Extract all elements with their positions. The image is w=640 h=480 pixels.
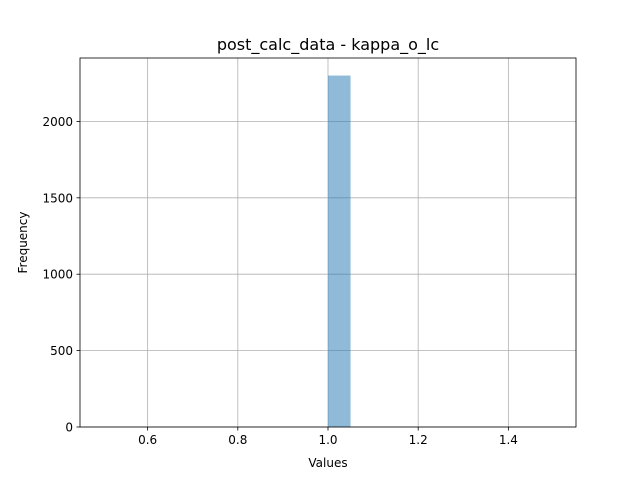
x-tick-label: 1.2 (409, 433, 428, 447)
y-tick-label: 1000 (42, 268, 73, 282)
x-tick-label: 0.8 (228, 433, 247, 447)
x-tick-label: 0.6 (138, 433, 157, 447)
histogram-bars (328, 75, 351, 428)
y-axis-label: Frequency (16, 212, 30, 274)
histogram-bar (328, 75, 351, 428)
chart-title: post_calc_data - kappa_o_lc (217, 35, 439, 55)
y-tick-label: 0 (65, 421, 73, 435)
x-axis-label: Values (308, 456, 347, 470)
y-tick-label: 500 (50, 344, 73, 358)
x-tick-label: 1.0 (318, 433, 337, 447)
y-tick-label: 1500 (42, 191, 73, 205)
axis-ticks: 0.6 0.8 1.0 1.2 1.4 0 500 1000 1500 2000 (42, 115, 517, 447)
y-tick-label: 2000 (42, 115, 73, 129)
x-tick-label: 1.4 (499, 433, 518, 447)
